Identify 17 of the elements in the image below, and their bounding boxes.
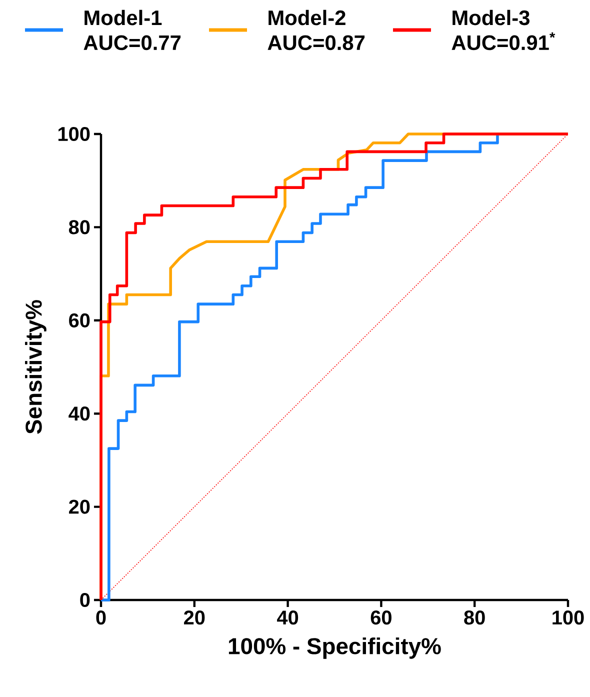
y-tick-label: 60 [69,313,90,328]
legend-label: Model-2 AUC=0.87 [268,10,365,50]
y-tick-label: 20 [69,500,90,514]
y-tick-label: 40 [68,406,90,421]
x-axis-title: 100% - Specificity% [228,637,441,659]
legend-label: Model-3 AUC=0.91$^{*}$ [452,10,556,50]
y-tick-label: 80 [68,220,90,234]
x-tick-label: 100 [552,610,584,625]
x-tick-label: 40 [277,610,298,625]
y-tick-label: 100 [58,126,90,142]
x-tick-label: 60 [370,610,392,625]
x-tick-label: 20 [184,610,205,625]
y-tick-label: 0 [80,592,90,608]
y-axis-title: Sensitivity% [25,300,46,434]
x-tick-label: 0 [96,610,106,625]
x-tick-label: 80 [464,610,485,625]
legend-label: Model-1 AUC=0.77 [84,10,181,50]
